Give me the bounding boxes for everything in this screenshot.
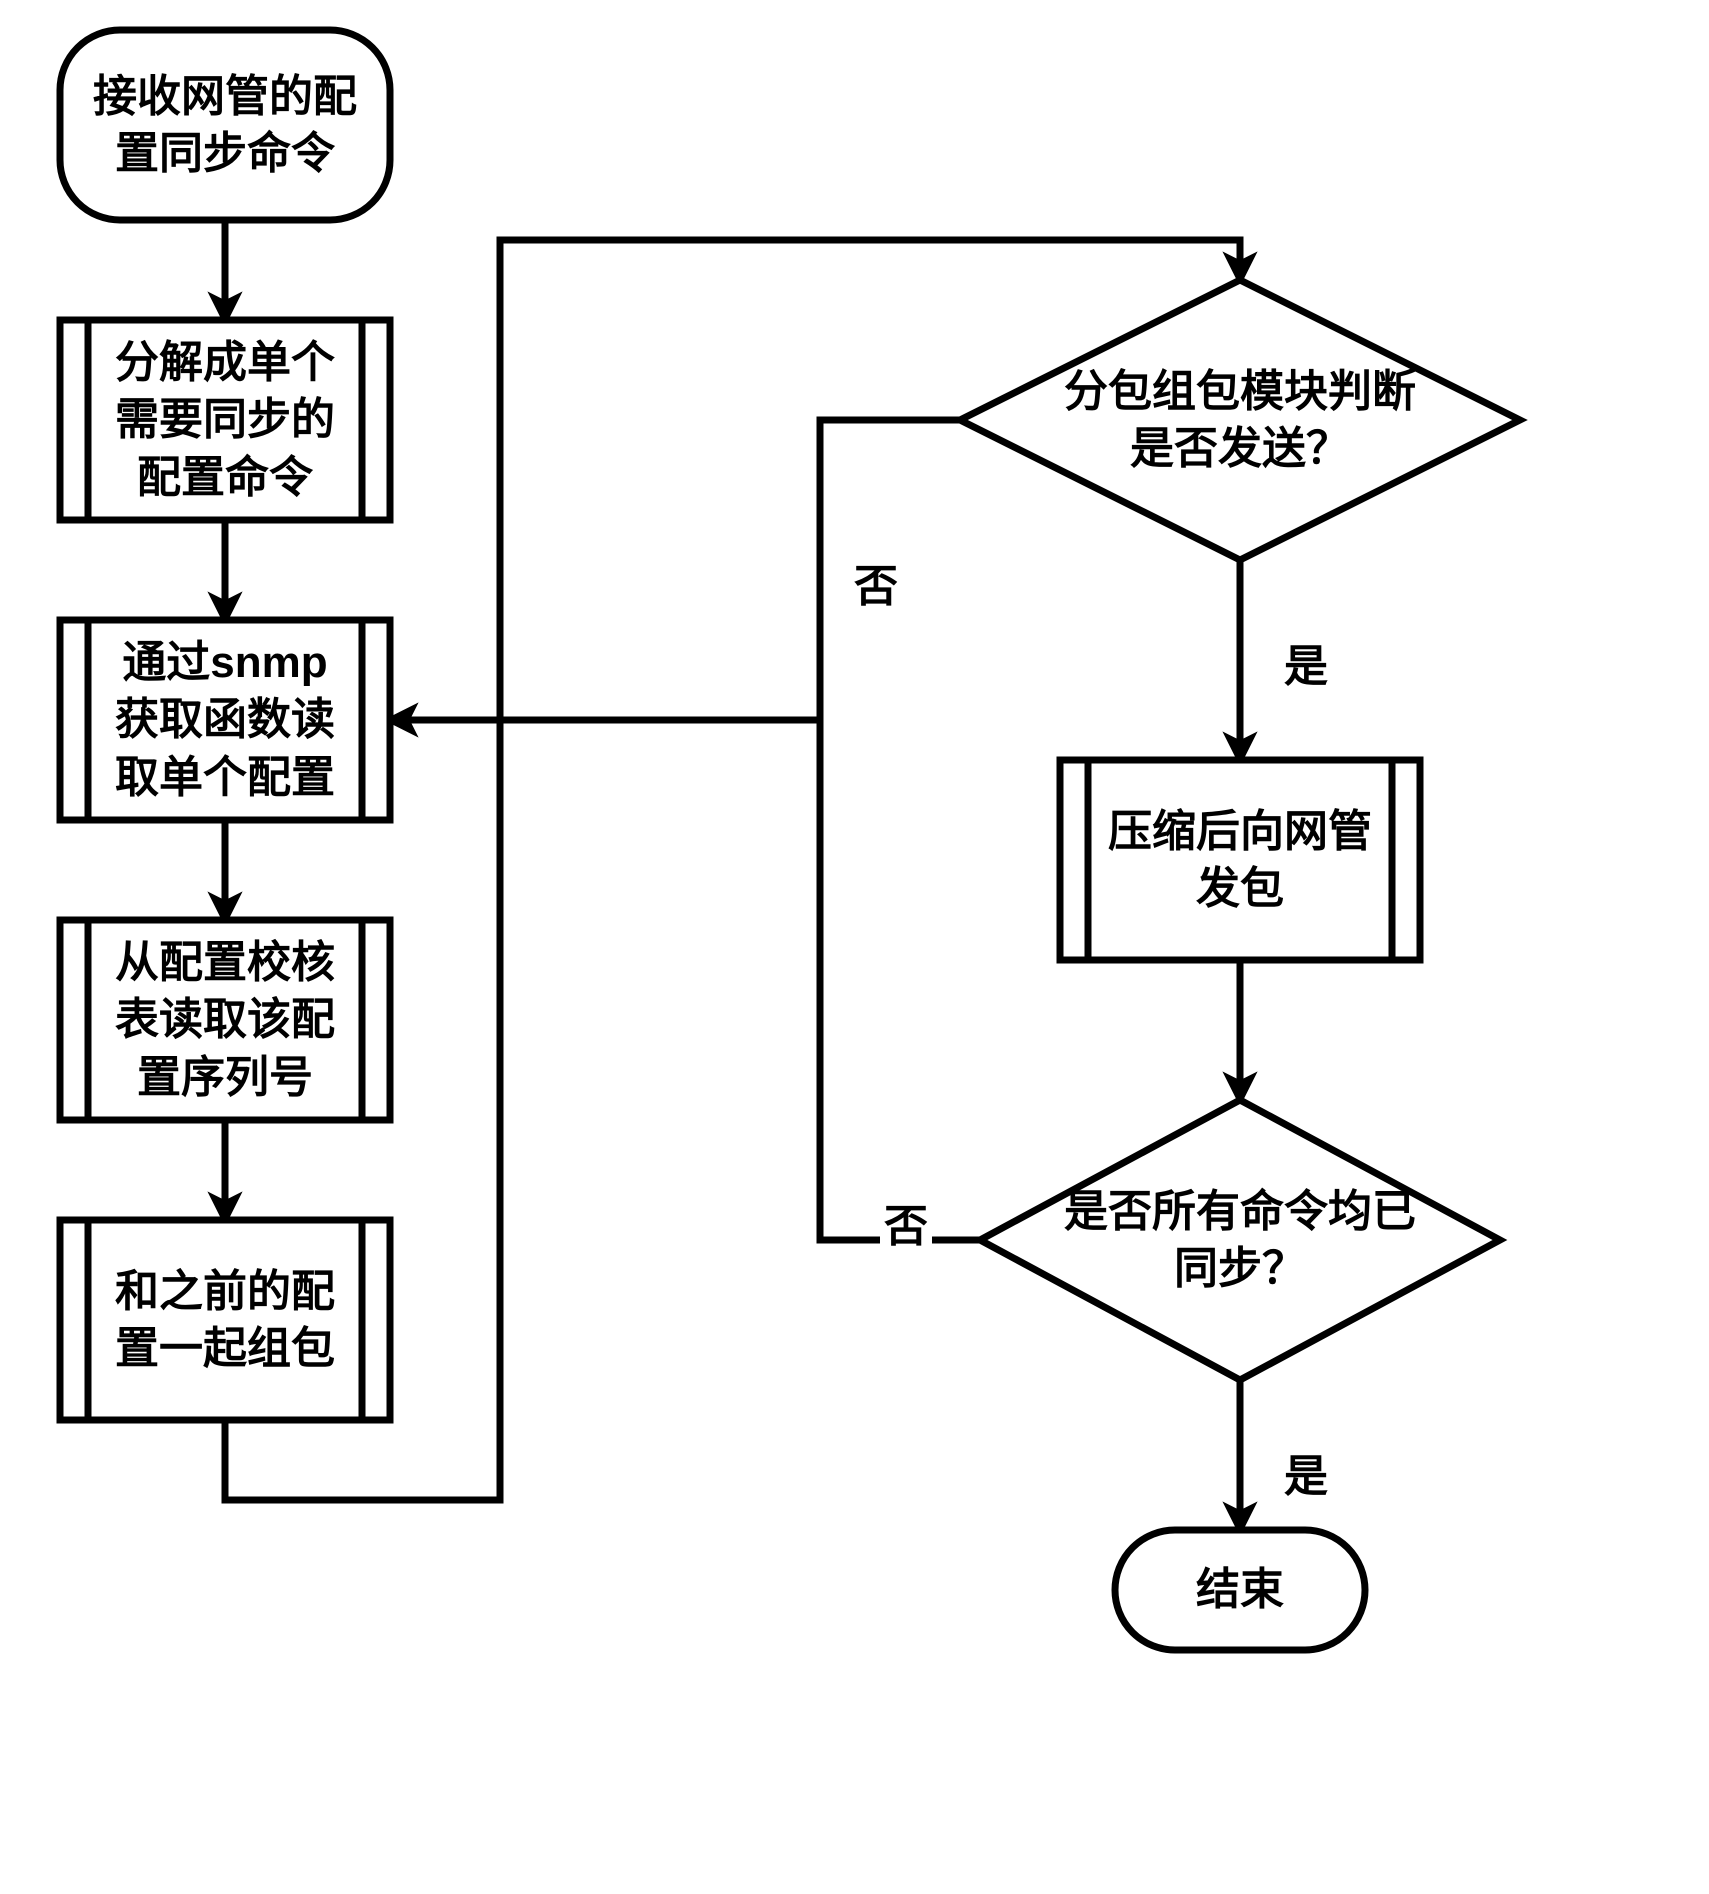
- end-label: 结束: [1196, 1561, 1284, 1618]
- end-node: 结束: [1115, 1530, 1365, 1650]
- edge-label-yes1: 是: [1280, 630, 1332, 694]
- decision-send-node: 分包组包模块判断是否发送？: [960, 280, 1520, 560]
- edge-label-yes2: 是: [1280, 1440, 1332, 1504]
- decompose-node: 分解成单个需要同步的配置命令: [60, 320, 390, 520]
- snmp-read-label: 通过snmp获取函数读取单个配置: [102, 634, 348, 806]
- decision-all-node: 是否所有命令均已同步？: [980, 1100, 1500, 1380]
- decision-send-label: 分包组包模块判断是否发送？: [1044, 363, 1436, 477]
- read-seq-label: 从配置校核表读取该配置序列号: [102, 934, 348, 1106]
- compress-send-label: 压缩后向网管发包: [1102, 803, 1378, 917]
- pack-node: 和之前的配置一起组包: [60, 1220, 390, 1420]
- start-label: 接收网管的配置同步命令: [90, 68, 360, 182]
- read-seq-node: 从配置校核表读取该配置序列号: [60, 920, 390, 1120]
- compress-send-node: 压缩后向网管发包: [1060, 760, 1420, 960]
- edge-label-no1: 否: [850, 550, 902, 614]
- pack-label: 和之前的配置一起组包: [102, 1263, 348, 1377]
- decompose-label: 分解成单个需要同步的配置命令: [102, 334, 348, 506]
- edge-label-no2: 否: [880, 1190, 932, 1254]
- decision-all-label: 是否所有命令均已同步？: [1058, 1183, 1422, 1297]
- start-node: 接收网管的配置同步命令: [60, 30, 390, 220]
- snmp-read-node: 通过snmp获取函数读取单个配置: [60, 620, 390, 820]
